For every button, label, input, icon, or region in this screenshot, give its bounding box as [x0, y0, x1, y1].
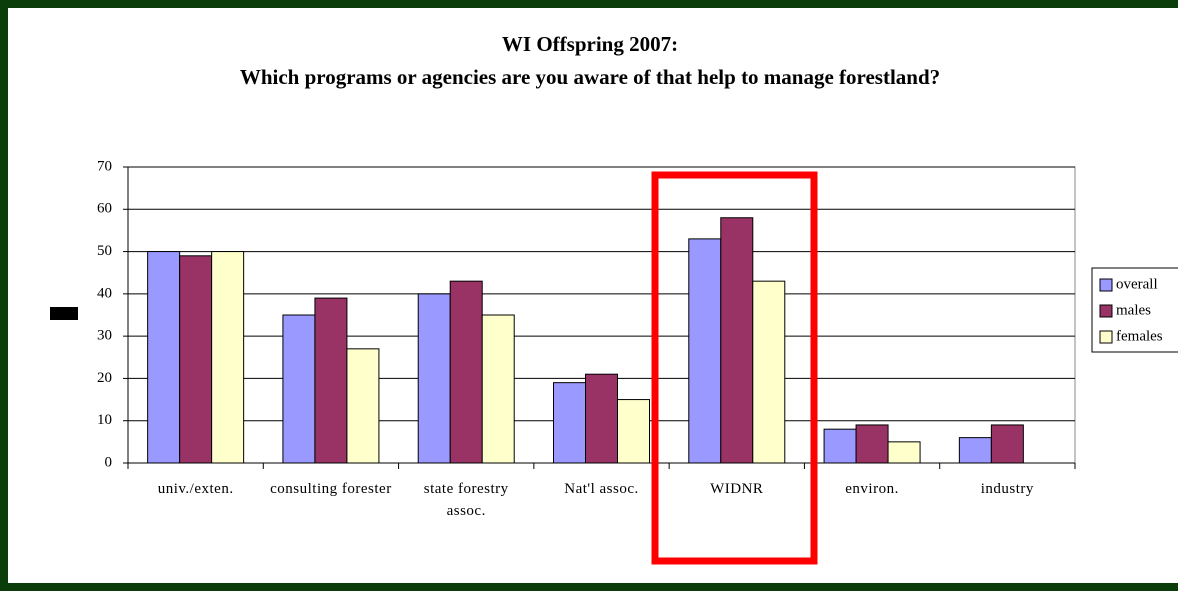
bar [179, 255, 213, 464]
x-tick-label: consulting forester [270, 481, 392, 497]
bar [887, 441, 921, 464]
legend-swatch [1099, 330, 1113, 344]
x-tick-label: univ./exten. [157, 481, 234, 497]
bar [449, 280, 483, 464]
bar [958, 437, 992, 464]
legend-label: females [1116, 328, 1163, 344]
bar [553, 382, 586, 464]
legend-swatch [1099, 304, 1113, 318]
y-tick-label: 20 [97, 370, 112, 386]
axis-label-placeholder [50, 307, 78, 320]
bar [147, 251, 181, 464]
x-tick-label: industry [980, 481, 1034, 497]
legend-label: males [1116, 302, 1151, 318]
y-tick-label: 0 [105, 454, 113, 470]
bar [282, 314, 316, 464]
bar [314, 297, 348, 464]
y-tick-label: 40 [97, 285, 112, 301]
chart-subtitle: Which programs or agencies are you aware… [239, 65, 941, 89]
bar [417, 293, 451, 464]
y-tick-label: 70 [97, 158, 112, 174]
bar [211, 251, 245, 464]
y-tick-label: 10 [97, 412, 112, 428]
x-tick-label: state forestry assoc. [423, 481, 509, 519]
bar [346, 348, 380, 464]
bar [688, 238, 722, 464]
highlight-box [651, 171, 818, 565]
bar [585, 373, 618, 464]
chart: 0 10 20 30 40 50 60 70 overall males females [50, 158, 1178, 565]
page: WI Offspring 2007: Which programs or age… [8, 8, 1178, 583]
bar [855, 424, 889, 464]
bar [720, 217, 754, 464]
y-tick-label: 30 [97, 328, 112, 344]
y-tick-label: 60 [97, 201, 112, 217]
bar [481, 314, 515, 464]
chart-title: WI Offspring 2007: [501, 32, 679, 56]
bar [823, 428, 857, 464]
bar [752, 280, 786, 464]
bar [990, 424, 1024, 464]
x-tick-label: environ. [845, 481, 899, 497]
legend-swatch [1099, 278, 1113, 292]
x-tick-label: Nat'l assoc. [564, 481, 639, 497]
y-tick-label: 50 [97, 243, 112, 259]
bar [617, 399, 650, 464]
legend-label: overall [1116, 276, 1158, 292]
x-tick-label: WIDNR [710, 481, 764, 497]
